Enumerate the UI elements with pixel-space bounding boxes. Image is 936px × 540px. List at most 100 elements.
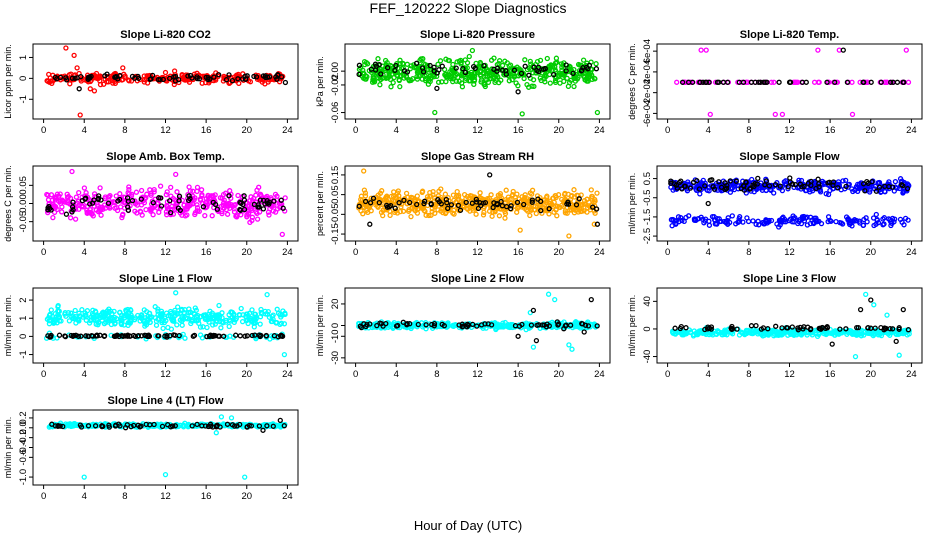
data-point [81,185,88,191]
data-point [521,201,527,208]
data-point-outlier [703,47,709,53]
data-point [515,83,521,89]
data-point [93,74,100,80]
data-point [766,183,773,189]
data-point-outlier [367,221,373,227]
data-point [539,210,545,216]
data-point [777,331,783,337]
data-point [480,212,487,218]
data-point [71,315,77,321]
y-axis: -2.5-1.5-0.50.5 [642,172,657,244]
data-point-outlier [545,291,552,297]
data-point [729,213,735,219]
data-point [106,306,112,312]
data-point [507,205,514,212]
y-tick-label: -0.2 [18,429,29,445]
data-point [776,224,782,230]
data-point [244,424,250,430]
data-point [482,321,488,327]
data-point [159,423,166,430]
data-point [772,181,779,188]
data-point [670,329,676,335]
data-point [521,75,527,82]
data-point [826,79,832,85]
data-point [534,322,540,328]
data-points [44,45,289,118]
data-point [277,321,283,328]
data-point [137,424,143,430]
data-point [825,218,831,225]
data-point [400,208,407,214]
data-point [579,320,585,327]
data-point [843,183,849,190]
data-point [572,207,579,213]
figure-xlabel: Hour of Day (UTC) [414,518,522,533]
data-point [790,213,796,219]
data-point [716,179,722,185]
data-point [118,321,125,328]
data-point [459,324,465,330]
data-point-outlier [530,344,537,350]
data-point [414,76,421,82]
data-point [199,423,205,429]
panel-ylabel: percent per min. [315,171,325,236]
data-point [588,187,594,193]
data-point [792,181,799,188]
x-tick-label: 12 [784,369,795,380]
data-point [93,207,99,213]
data-point [56,198,62,205]
data-point-outlier [591,221,597,227]
data-point [129,191,135,197]
x-tick-label: 12 [472,369,483,380]
x-tick-label: 16 [825,125,836,136]
data-point [73,332,79,338]
data-point [783,219,789,225]
data-point [832,79,838,85]
data-point [224,421,231,427]
data-point [260,73,267,79]
data-point [269,313,275,320]
data-point [747,185,753,192]
data-point [498,198,504,205]
data-point [378,71,384,77]
data-point [882,183,888,190]
data-point [157,183,164,189]
data-point [53,194,59,200]
data-point [451,211,457,217]
data-point [75,317,82,324]
data-point-outlier [91,88,98,94]
data-point [494,200,500,207]
data-point [594,323,600,329]
data-point [860,79,866,85]
data-point [849,329,855,335]
data-point [678,330,685,336]
data-point [455,74,461,81]
data-point [849,223,855,229]
y-tick-label: 0 [330,323,341,328]
data-point [366,205,373,211]
data-point [122,73,128,79]
data-point [172,307,178,314]
x-tick-label: 24 [282,369,293,380]
data-point [843,214,850,220]
data-point [281,423,287,429]
data-point-outlier [893,338,899,345]
data-point [88,314,94,320]
data-point [101,333,108,339]
data-point [390,79,396,86]
data-point [529,199,535,205]
data-point [491,200,497,206]
figure-title: FEF_120222 Slope Diagnostics [370,0,567,16]
data-point [138,187,145,194]
data-point [874,217,880,224]
data-point [862,188,868,194]
data-point [679,217,685,224]
data-point [439,321,445,328]
x-tick-label: 24 [906,247,917,258]
x-tick-label: 20 [865,125,876,136]
data-point [750,182,756,188]
